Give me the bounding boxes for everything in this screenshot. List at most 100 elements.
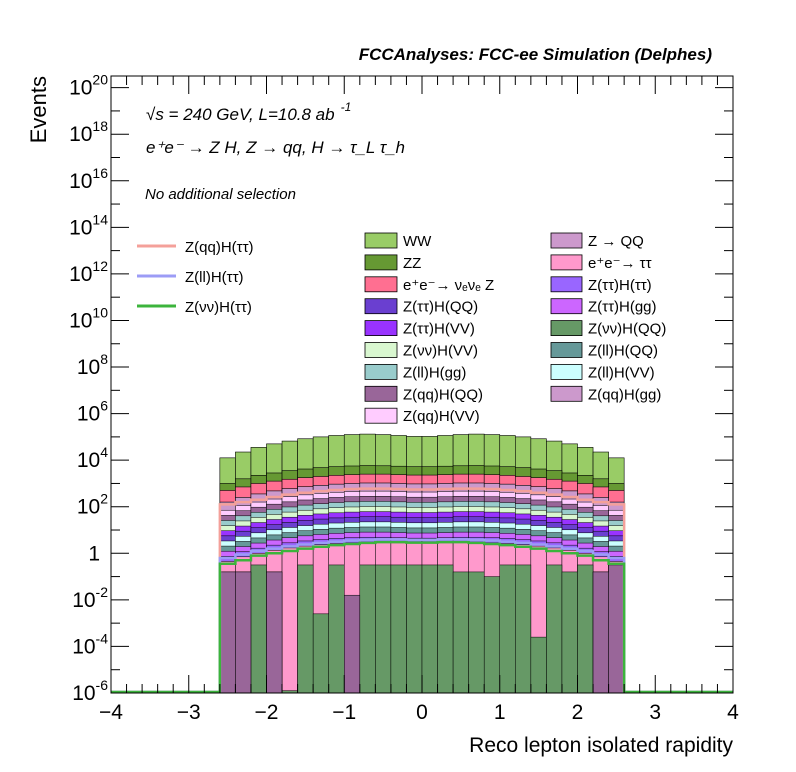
- x-axis-label: Reco lepton isolated rapidity: [469, 734, 733, 757]
- x-tick-label: −4: [99, 701, 123, 724]
- y-tick-base: 10: [69, 216, 92, 239]
- y-tick-base: 10: [72, 589, 95, 612]
- y-axis-label: Events: [26, 76, 51, 143]
- znnhqq-bar: [421, 564, 438, 694]
- x-tick-label: −1: [332, 701, 356, 724]
- x-ticks: −4 −3 −2 −1 0 1 2 3 4: [99, 76, 739, 724]
- y-tick-label: 104: [77, 444, 108, 472]
- legend-label: Z(ττ)H(VV): [403, 321, 475, 338]
- znnhqq-bar: [561, 571, 578, 694]
- x-tick-label: 2: [572, 701, 584, 724]
- x-tick-label: 1: [494, 701, 506, 724]
- legend-label: Z(ll)H(gg): [403, 364, 466, 381]
- legend-swatch: [550, 363, 583, 380]
- legend-label: Z(qq)H(VV): [403, 408, 480, 425]
- signal-line-0: [111, 487, 733, 694]
- legend-swatch: [364, 298, 398, 315]
- y-tick-exp: 10: [92, 304, 108, 320]
- znnhqq-bar: [530, 636, 547, 694]
- legend-label: Z(qq)H(gg): [588, 386, 661, 403]
- znnhqq-bar: [406, 564, 423, 694]
- annotation-energy: √s = 240 GeV, L=10.8 ab -1: [146, 100, 351, 124]
- y-tick-base: 10: [77, 403, 100, 426]
- legend-swatch: [364, 407, 398, 424]
- y-tick-label: 10-4: [72, 630, 108, 658]
- y-tick-base: 10: [72, 635, 95, 658]
- y-ticks: 102010181016101410121010108106104102110-…: [69, 72, 733, 705]
- annotation-energy-text: √s = 240 GeV, L=10.8 ab: [146, 105, 335, 124]
- znnhqq-bar: [546, 564, 563, 694]
- znnhqq-bar: [297, 564, 314, 694]
- histogram-layer: [219, 433, 625, 694]
- legend-swatch: [364, 385, 398, 402]
- y-tick-exp: -6: [96, 677, 109, 693]
- y-tick-exp: 6: [100, 398, 108, 414]
- legend-line-label: Z(qq)H(ττ): [185, 239, 254, 256]
- y-tick-exp: 16: [92, 165, 108, 181]
- zqqhqq-bar: [266, 571, 283, 694]
- legend-swatch: [550, 320, 583, 337]
- znnhqq-bar: [328, 564, 345, 694]
- y-tick-exp: 14: [92, 211, 108, 227]
- legend-swatch: [364, 254, 398, 271]
- y-tick-base: 1: [88, 542, 100, 565]
- legend-swatch: [550, 232, 583, 249]
- y-tick-base: 10: [69, 77, 92, 100]
- legend-line-label: Z(ll)H(ττ): [185, 269, 244, 286]
- y-tick-base: 10: [69, 123, 92, 146]
- y-tick-base: 10: [69, 309, 92, 332]
- x-tick-label: 0: [416, 701, 428, 724]
- legend-swatch: [364, 320, 398, 337]
- legend-swatch: [550, 385, 583, 402]
- y-tick-exp: 18: [92, 118, 108, 134]
- y-tick-exp: 2: [100, 491, 108, 507]
- line-layer: [111, 487, 733, 694]
- legend-label: Z(ττ)H(gg): [588, 299, 657, 316]
- y-tick-label: 102: [77, 491, 108, 519]
- y-tick-label: 108: [77, 351, 108, 379]
- zqqhqq-bar: [344, 594, 361, 694]
- legend-line-label: Z(νν)H(ττ): [185, 299, 252, 316]
- znnhqq-bar: [312, 613, 329, 694]
- y-tick-label: 106: [77, 398, 108, 426]
- y-tick-exp: -2: [96, 584, 109, 600]
- y-tick-label: 10-6: [72, 677, 108, 705]
- znnhqq-bar: [499, 564, 516, 694]
- znnhqq-bar: [250, 564, 267, 694]
- legend-label: Z → QQ: [588, 233, 644, 250]
- legend-swatch: [364, 276, 398, 293]
- annotation-block: √s = 240 GeV, L=10.8 ab -1 e⁺e⁻ → Z H, Z …: [145, 100, 405, 203]
- legend-swatch: [550, 276, 583, 293]
- y-tick-label: 1016: [69, 165, 108, 193]
- y-tick-exp: 4: [100, 444, 108, 460]
- y-tick-label: 1020: [69, 72, 108, 100]
- znnhqq-bar: [577, 564, 594, 694]
- legend-label: Z(ττ)H(ττ): [588, 277, 652, 294]
- legend-swatch: [550, 342, 583, 358]
- legend: Z(qq)H(ττ) Z(ll)H(ττ) Z(νν)H(ττ) WW ZZ e⁺e⁻→ …: [137, 232, 666, 425]
- legend-swatch: [364, 232, 398, 249]
- znnhqq-bar: [375, 564, 392, 694]
- legend-swatch: [364, 363, 398, 380]
- legend-label: Z(ll)H(VV): [588, 364, 655, 381]
- y-tick-label: 1014: [69, 211, 108, 239]
- stack-layer-bar: [281, 547, 298, 694]
- legend-label: e⁺e⁻→ ττ: [588, 255, 652, 272]
- y-tick-base: 10: [69, 170, 92, 193]
- legend-label: ZZ: [403, 255, 421, 272]
- legend-label: Z(νν)H(VV): [403, 343, 478, 360]
- chart-header: FCCAnalyses: FCC-ee Simulation (Delphes): [359, 45, 713, 64]
- x-tick-label: 4: [727, 701, 739, 724]
- y-tick-exp: 20: [92, 72, 108, 88]
- x-tick-label: −3: [177, 701, 201, 724]
- y-tick-base: 10: [69, 263, 92, 286]
- legend-label: Z(ττ)H(QQ): [403, 299, 478, 316]
- legend-label: Z(qq)H(QQ): [403, 386, 483, 403]
- y-tick-base: 10: [77, 356, 100, 379]
- znnhqq-bar: [515, 564, 532, 694]
- znnhqq-bar: [483, 576, 501, 694]
- legend-label: WW: [403, 233, 432, 250]
- signal-line-1: [111, 538, 733, 694]
- y-tick-label: 1010: [69, 304, 108, 332]
